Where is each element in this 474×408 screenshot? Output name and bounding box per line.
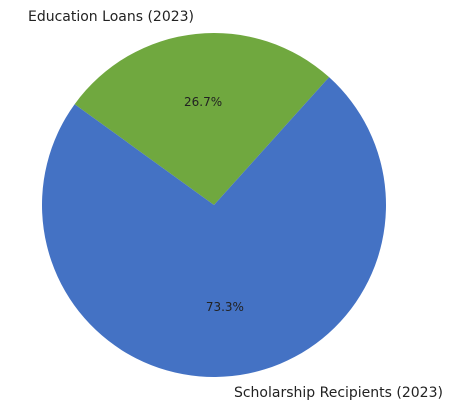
- pie-labels: 26.7% Education Loans (2023) 73.3% Scholars…: [28, 9, 443, 401]
- pie-category-label-0: Education Loans (2023): [28, 9, 194, 25]
- pie-slice-0: [74, 33, 330, 206]
- pie-slice-1: [41, 77, 386, 378]
- pie-percent-label-0: 26.7%: [184, 95, 222, 109]
- pie-category-label-1: Scholarship Recipients (2023): [234, 385, 443, 401]
- pie-percent-label-1: 73.3%: [206, 300, 244, 314]
- pie-slices: [41, 33, 386, 378]
